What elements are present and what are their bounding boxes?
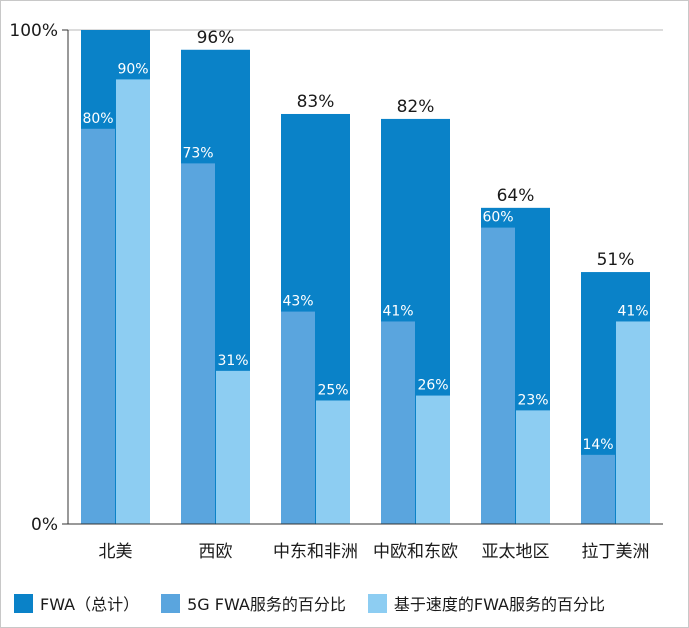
data-label-speed-based-fwa: 23% — [517, 392, 548, 408]
bar-5g-fwa — [381, 321, 415, 524]
x-category-label: 西欧 — [199, 542, 233, 562]
data-label-5g-fwa: 43% — [282, 294, 313, 310]
y-tick-label: 0% — [31, 515, 58, 535]
x-category-label: 亚太地区 — [482, 542, 550, 562]
x-category-label: 中欧和东欧 — [373, 542, 458, 562]
legend-swatch-fwa-total — [14, 593, 33, 613]
data-label-5g-fwa: 41% — [382, 303, 413, 319]
legend-swatch-5g-fwa — [161, 593, 181, 613]
legend: FWA（总计） 5G FWA服务的百分比 基于速度的FWA服务的百分比 — [14, 591, 605, 615]
data-label-fwa-total: 64% — [497, 186, 535, 206]
bar-5g-fwa — [581, 454, 615, 524]
legend-item-5g-fwa: 5G FWA服务的百分比 — [161, 591, 346, 615]
legend-swatch-speed-based-fwa — [367, 593, 387, 613]
legend-label-fwa-total: FWA（总计） — [40, 595, 140, 614]
bar-5g-fwa — [81, 128, 115, 525]
data-label-fwa-total: 83% — [297, 92, 335, 112]
bar-speed-based-fwa — [516, 410, 550, 524]
data-label-5g-fwa: 60% — [482, 210, 513, 226]
bar-5g-fwa — [181, 163, 215, 524]
x-category-label: 拉丁美洲 — [582, 542, 650, 562]
data-label-5g-fwa: 14% — [582, 437, 613, 453]
data-label-fwa-total: 51% — [597, 250, 635, 270]
data-label-fwa-total: 82% — [397, 97, 435, 117]
data-label-speed-based-fwa: 25% — [317, 383, 348, 399]
data-label-fwa-total: 96% — [197, 28, 235, 48]
data-label-5g-fwa: 73% — [182, 145, 213, 161]
bar-speed-based-fwa — [616, 321, 650, 524]
bar-speed-based-fwa — [116, 79, 150, 525]
data-label-speed-based-fwa: 41% — [617, 303, 648, 319]
data-label-5g-fwa: 80% — [82, 111, 113, 127]
legend-item-fwa-total: FWA（总计） — [14, 591, 139, 615]
bar-speed-based-fwa — [216, 370, 250, 524]
data-label-speed-based-fwa: 26% — [417, 378, 448, 394]
legend-item-speed-based-fwa: 基于速度的FWA服务的百分比 — [367, 591, 605, 615]
legend-label-5g-fwa: 5G FWA服务的百分比 — [187, 595, 346, 614]
y-tick-label: 100% — [9, 21, 58, 41]
x-category-label: 中东和非洲 — [273, 542, 358, 562]
data-label-speed-based-fwa: 31% — [217, 353, 248, 369]
x-category-label: 北美 — [99, 542, 133, 562]
legend-label-speed-based-fwa: 基于速度的FWA服务的百分比 — [393, 595, 605, 614]
bar-5g-fwa — [481, 227, 515, 524]
bar-5g-fwa — [281, 311, 315, 524]
bar-speed-based-fwa — [316, 400, 350, 524]
data-label-speed-based-fwa: 90% — [117, 61, 148, 77]
bar-speed-based-fwa — [416, 395, 450, 524]
